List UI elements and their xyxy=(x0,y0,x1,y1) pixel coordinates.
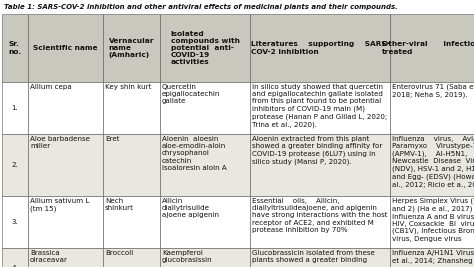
Bar xyxy=(390,134,474,196)
Text: Eret: Eret xyxy=(105,136,119,142)
Text: Allicin
diallytrisulide
ajoene apigenin: Allicin diallytrisulide ajoene apigenin xyxy=(162,198,219,218)
Text: Kaempferol
glucobrasissin: Kaempferol glucobrasissin xyxy=(162,250,213,263)
Text: Nech
shinkurt: Nech shinkurt xyxy=(105,198,134,211)
Bar xyxy=(160,14,250,82)
Bar xyxy=(250,14,390,82)
Bar xyxy=(2,134,28,196)
Bar xyxy=(250,196,390,248)
Bar xyxy=(2,196,28,248)
Text: Influenza    virus,    Avian
Paramyxo    Virustype-1
(APMV-1),    AI-H5N1,
Newca: Influenza virus, Avian Paramyxo Virustyp… xyxy=(392,136,474,187)
Bar xyxy=(28,196,103,248)
Bar xyxy=(103,82,160,134)
Bar xyxy=(103,14,160,82)
Bar xyxy=(390,196,474,248)
Text: 1.: 1. xyxy=(12,105,18,111)
Text: 2.: 2. xyxy=(12,162,18,168)
Bar xyxy=(390,248,474,267)
Text: 3.: 3. xyxy=(12,219,18,225)
Bar xyxy=(28,82,103,134)
Text: Other-viral      infections
treated: Other-viral infections treated xyxy=(382,41,474,55)
Bar xyxy=(28,248,103,267)
Text: Allium sativum L
(tm 15): Allium sativum L (tm 15) xyxy=(30,198,90,212)
Text: Table 1: SARS-COV-2 inhibition and other antiviral effects of medicinal plants a: Table 1: SARS-COV-2 inhibition and other… xyxy=(4,4,398,10)
Bar xyxy=(390,14,474,82)
Text: Brassica
olraceavar: Brassica olraceavar xyxy=(30,250,68,263)
Text: In silico study showed that quercetin
and epigallocatechin gallate isolated
from: In silico study showed that quercetin an… xyxy=(252,84,387,128)
Text: Aloe barbadense
miller: Aloe barbadense miller xyxy=(30,136,90,149)
Text: Allium cepa: Allium cepa xyxy=(30,84,72,90)
Text: Glucobrassicin isolated from these
plants showed a greater binding: Glucobrassicin isolated from these plant… xyxy=(252,250,375,263)
Bar xyxy=(28,134,103,196)
Text: Literatures    supporting    SARS-
COV-2 inhibition: Literatures supporting SARS- COV-2 inhib… xyxy=(251,41,389,55)
Text: Broccoli: Broccoli xyxy=(105,250,133,256)
Bar xyxy=(103,248,160,267)
Text: Influenza A/H1N1 Virus (Lee
et al., 2014; Zhansheg et al.,: Influenza A/H1N1 Virus (Lee et al., 2014… xyxy=(392,250,474,264)
Bar xyxy=(160,82,250,134)
Bar xyxy=(250,248,390,267)
Text: Isolated
compounds with
potential  anti-
COVID-19
activities: Isolated compounds with potential anti- … xyxy=(171,30,239,65)
Bar xyxy=(390,82,474,134)
Text: Aloenin  aloesin
aloe-emodin-aloin
chrysophanol
catechin
isoaloresin aloin A: Aloenin aloesin aloe-emodin-aloin chryso… xyxy=(162,136,227,171)
Bar xyxy=(160,248,250,267)
Bar xyxy=(160,196,250,248)
Text: Sr.
no.: Sr. no. xyxy=(9,41,22,55)
Bar xyxy=(2,82,28,134)
Text: Scientific name: Scientific name xyxy=(33,45,98,51)
Bar xyxy=(160,134,250,196)
Text: Quercetin
epigallocatechin
gallate: Quercetin epigallocatechin gallate xyxy=(162,84,220,104)
Bar xyxy=(103,196,160,248)
Bar xyxy=(28,14,103,82)
Bar xyxy=(2,14,28,82)
Text: Key shin kurt: Key shin kurt xyxy=(105,84,151,90)
Text: 4.: 4. xyxy=(11,265,18,267)
Bar xyxy=(250,134,390,196)
Text: Enterovirus 71 (Saba et al.,
2018; Neha S, 2019).: Enterovirus 71 (Saba et al., 2018; Neha … xyxy=(392,84,474,98)
Text: Essential    oils,    Allicin,
diallyltrisulideajoene, and apigenin
have strong : Essential oils, Allicin, diallyltrisulid… xyxy=(252,198,388,233)
Text: Aloenin extracted from this plant
showed a greater binding affinity for
COVID-19: Aloenin extracted from this plant showed… xyxy=(252,136,383,165)
Bar xyxy=(2,248,28,267)
Text: Vernacular
name
(Amharic): Vernacular name (Amharic) xyxy=(109,38,154,58)
Bar xyxy=(103,134,160,196)
Bar xyxy=(250,82,390,134)
Text: Herpes Simplex Virus (HSV-1
and 2) (Ha e al., 2017)
Influenza A and B virus,
HIV: Herpes Simplex Virus (HSV-1 and 2) (Ha e… xyxy=(392,198,474,242)
